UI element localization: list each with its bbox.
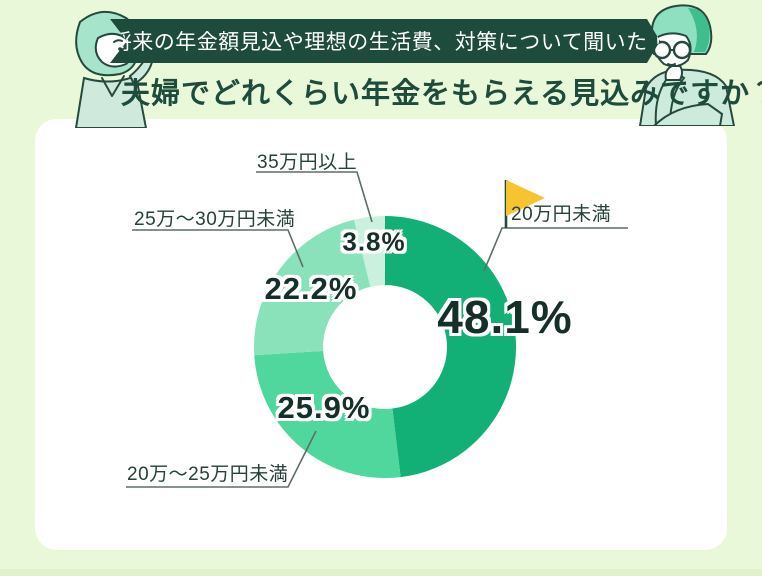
man-hair-shade bbox=[688, 8, 710, 52]
man-hand-on-chin bbox=[664, 65, 683, 81]
percent-label-48-1: 48.1% bbox=[437, 291, 573, 343]
percent-label-22-2: 22.2% bbox=[264, 271, 358, 306]
woman-pointing-illustration bbox=[74, 11, 160, 128]
percent-label-25-9: 25.9% bbox=[277, 390, 371, 425]
man-glasses-right-lens bbox=[672, 40, 692, 60]
woman-vneck bbox=[101, 75, 125, 97]
man-mouth bbox=[667, 63, 676, 66]
ribbon-banner: 将来の年金額見込や理想の生活費、対策について聞いた！ bbox=[110, 19, 660, 63]
percent-label-3-8: 3.8% bbox=[342, 226, 406, 257]
page-title: 夫婦でどれくらい年金をもらえる見込みですか？ bbox=[121, 78, 762, 110]
segment-label-under-20man: 20万円未満 bbox=[511, 204, 612, 225]
segment-label-20-25man: 20万〜25万円未満 bbox=[127, 464, 289, 485]
footer-strip bbox=[0, 569, 762, 576]
segment-label-35man-plus: 35万円以上 bbox=[257, 152, 358, 173]
woman-torso bbox=[74, 74, 148, 128]
man-arm-crossed bbox=[652, 102, 724, 126]
woman-eyebrow bbox=[113, 39, 123, 43]
segment-label-25-30man: 25万〜30万円未満 bbox=[134, 209, 296, 230]
ribbon-label: 将来の年金額見込や理想の生活費、対策について聞いた！ bbox=[110, 31, 670, 54]
